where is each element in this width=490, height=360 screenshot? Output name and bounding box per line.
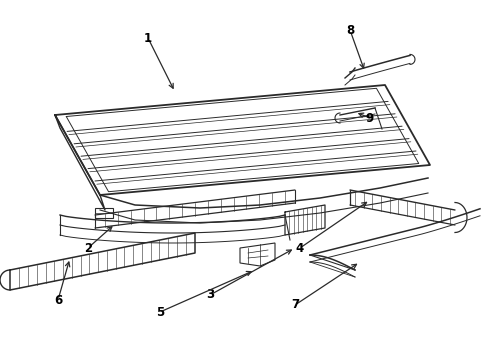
Text: 3: 3 xyxy=(206,288,214,302)
Text: 9: 9 xyxy=(366,112,374,125)
Text: 6: 6 xyxy=(54,293,62,306)
Text: 5: 5 xyxy=(156,306,164,319)
Bar xyxy=(95,208,113,218)
Text: 8: 8 xyxy=(346,23,354,36)
Text: 2: 2 xyxy=(84,242,92,255)
Text: 4: 4 xyxy=(296,242,304,255)
Text: 7: 7 xyxy=(291,298,299,311)
Text: 1: 1 xyxy=(144,32,152,45)
